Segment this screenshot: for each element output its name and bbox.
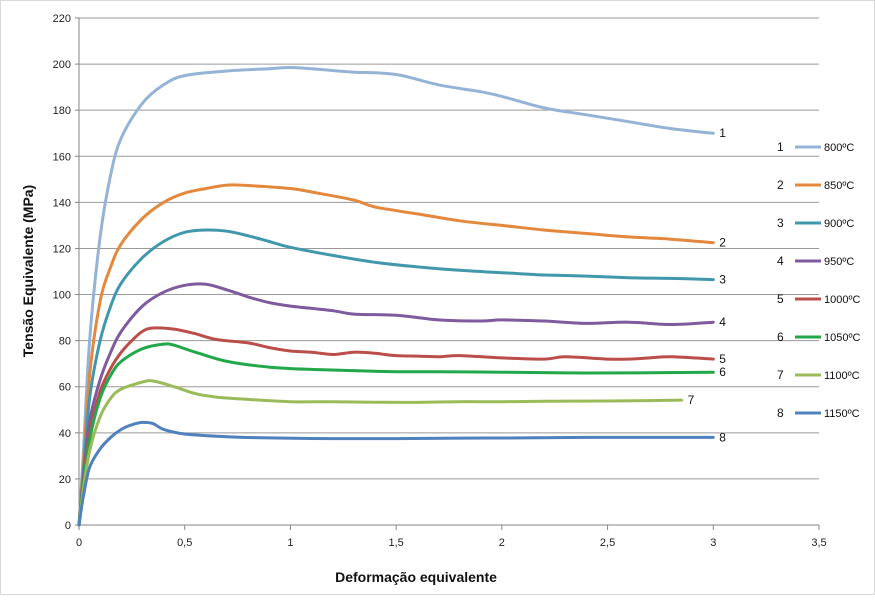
x-tick-label: 0,5 — [177, 537, 192, 549]
series-end-label-5: 5 — [719, 352, 726, 366]
y-tick-label: 80 — [59, 336, 71, 348]
legend-label-4: 950ºC — [824, 256, 854, 268]
y-tick-label: 120 — [53, 243, 71, 255]
series-line-8 — [77, 420, 715, 527]
legend-number-1: 1 — [777, 140, 784, 154]
series-lines — [77, 66, 715, 527]
legend-label-7: 1100ºC — [824, 370, 860, 382]
legend-label-2: 850ºC — [824, 180, 854, 192]
legend-number-3: 3 — [777, 216, 784, 230]
series-line-3 — [77, 228, 715, 527]
legend-label-8: 1150ºC — [824, 408, 860, 420]
x-tick-label: 1 — [287, 537, 293, 549]
y-tick-label: 20 — [59, 474, 71, 486]
series-end-label-3: 3 — [719, 273, 726, 287]
y-tick-label: 0 — [65, 520, 71, 532]
series-line-1 — [77, 66, 715, 527]
legend-number-5: 5 — [777, 292, 784, 306]
legend-number-4: 4 — [777, 254, 784, 268]
legend-label-5: 1000ºC — [824, 294, 860, 306]
series-end-label-7: 7 — [688, 393, 695, 407]
y-tick-label: 180 — [53, 105, 71, 117]
legend-number-7: 7 — [777, 368, 784, 382]
y-tick-label: 160 — [53, 151, 71, 163]
axes: 0 20 40 60 80 100 120 140 160 180 200 220 0 0,5 1 1,5 2 2… — [53, 13, 827, 549]
y-tick-label: 140 — [53, 197, 71, 209]
series-line-5 — [77, 326, 715, 527]
gridlines — [79, 17, 819, 480]
series-end-label-1: 1 — [719, 126, 726, 140]
series-end-label-4: 4 — [719, 315, 726, 329]
legend-number-8: 8 — [777, 406, 784, 420]
x-tick-label: 1,5 — [388, 537, 403, 549]
x-tick-label: 3,5 — [811, 537, 826, 549]
series-line-4 — [77, 282, 715, 527]
y-axis-title: Tensão Equivalente (MPa) — [20, 185, 36, 357]
legend: 1 800ºC 2 850ºC 3 900ºC 4 950ºC 5 1000ºC 6 1050ºC 7 1… — [777, 140, 860, 420]
x-axis-title: Deformação equivalente — [335, 569, 497, 585]
x-tick-label: 3 — [710, 537, 716, 549]
x-tick-label: 0 — [76, 537, 82, 549]
legend-label-6: 1050ºC — [824, 332, 860, 344]
x-tick-label: 2 — [499, 537, 505, 549]
x-tick-label: 2,5 — [600, 537, 615, 549]
series-line-7 — [77, 379, 684, 527]
series-line-2 — [77, 183, 715, 527]
y-tick-label: 200 — [53, 59, 71, 71]
series-end-labels: 1 2 3 4 56 7 8 — [688, 126, 727, 444]
series-end-label-8: 8 — [719, 430, 726, 444]
legend-label-1: 800ºC — [824, 142, 854, 154]
y-tick-label: 40 — [59, 428, 71, 440]
legend-label-3: 900ºC — [824, 218, 854, 230]
legend-number-2: 2 — [777, 178, 784, 192]
legend-number-6: 6 — [777, 330, 784, 344]
series-end-label-2: 2 — [719, 236, 726, 250]
y-tick-label: 60 — [59, 382, 71, 394]
y-tick-label: 220 — [53, 13, 71, 25]
series-end-label-6: 6 — [719, 365, 726, 379]
y-tick-label: 100 — [53, 290, 71, 302]
series-line-6 — [77, 342, 715, 527]
